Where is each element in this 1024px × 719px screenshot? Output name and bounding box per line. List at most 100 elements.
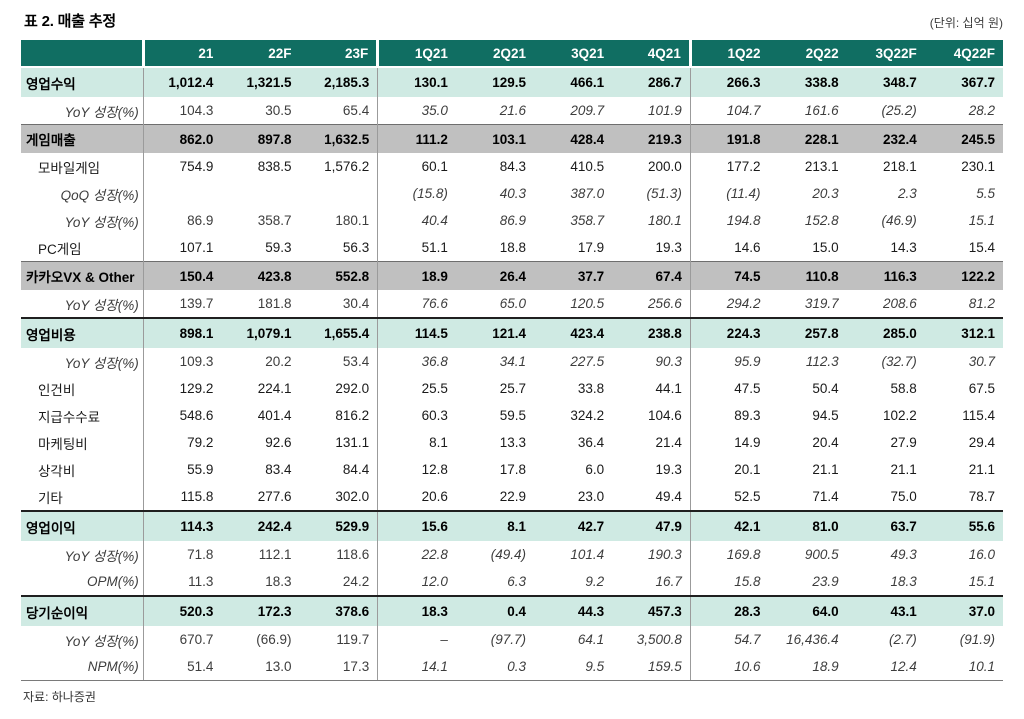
cell: 428.4	[534, 124, 613, 153]
cell: 81.2	[968, 296, 995, 311]
cell: 286.7	[612, 67, 691, 97]
cell: 466.1	[534, 67, 613, 97]
cell: 319.7	[804, 296, 839, 311]
row-label: 마케팅비	[38, 436, 88, 452]
cell: 21.4	[655, 435, 682, 450]
unit-label: (단위: 십억 원)	[929, 16, 1003, 30]
cell: 15.0	[812, 240, 839, 255]
cell: 12.0	[377, 568, 456, 596]
column-header: 3Q21	[534, 40, 613, 68]
cell: 18.3	[265, 574, 292, 589]
cell: 3,500.8	[636, 632, 682, 647]
cell: 54.7	[689, 626, 769, 653]
cell: 22.8	[377, 541, 456, 568]
cell: 24.2	[342, 574, 370, 589]
cell: 60.1	[377, 153, 456, 180]
cell: 5.5	[976, 186, 995, 201]
cell: 115.8	[142, 483, 222, 511]
cell: 16.7	[655, 574, 682, 589]
cell: 18.3	[890, 574, 917, 589]
column-header: 23F	[299, 40, 378, 68]
cell: 52.5	[689, 483, 769, 511]
cell: (2.7)	[889, 632, 917, 647]
cell: 150.4	[142, 261, 222, 290]
cell: 18.3	[377, 595, 456, 626]
cell: 23.0	[577, 489, 605, 504]
cell: 410.5	[570, 159, 605, 174]
row-label: 영업수익	[21, 67, 144, 97]
cell: 15.1	[968, 574, 995, 589]
source-label: 자료: 하나증권	[23, 690, 96, 704]
column-header: 1Q21	[376, 40, 456, 68]
cell: 367.7	[924, 67, 1003, 97]
table-row: 지급수수료 548.6 401.4 816.2 60.3 59.5 324.2 104.6 89…	[21, 402, 1003, 429]
cell: 552.8	[299, 261, 378, 290]
cell: 1,576.2	[324, 159, 370, 174]
cell: 0.4	[455, 595, 535, 626]
cell: 37.0	[924, 595, 1003, 626]
cell: 90.3	[655, 354, 682, 369]
cell: 423.8	[221, 261, 300, 290]
cell: 14.6	[689, 234, 769, 262]
cell: (11.4)	[689, 180, 769, 207]
row-label: NPM(%)	[21, 653, 144, 681]
cell: 19.3	[655, 462, 682, 477]
cell: 14.9	[689, 429, 769, 456]
cell: 23.9	[812, 574, 839, 589]
cell: 181.8	[257, 296, 292, 311]
cell: 152.8	[804, 213, 839, 228]
cell: 245.5	[924, 124, 1003, 153]
cell: 2.3	[898, 186, 917, 201]
cell: 21.1	[968, 462, 995, 477]
cell: 161.6	[804, 103, 839, 118]
cell: 378.6	[299, 595, 378, 626]
cell: 862.0	[142, 124, 222, 153]
cell: 116.3	[846, 261, 925, 290]
header-row: 21 22F 23F 1Q21 2Q21 3Q21 4Q21 1Q22 2Q22 3Q22F 4Q2…	[21, 40, 1003, 68]
cell: 285.0	[846, 317, 925, 348]
cell: 130.1	[377, 67, 456, 97]
table-row: 기타 115.8 277.6 302.0 20.6 22.9 23.0 49.4 52.5 71.…	[21, 483, 1003, 511]
cell: (32.7)	[881, 354, 917, 369]
row-label: 게임매출	[21, 124, 144, 153]
row-label: YoY 성장(%)	[64, 355, 139, 371]
table-row: 영업비용 898.1 1,079.1 1,655.4 114.5 121.4 423.4 23…	[21, 317, 1003, 348]
cell: 118.6	[336, 547, 370, 562]
table-row: YoY 성장(%) 71.8 112.1 118.6 22.8 (49.4) 101.4 19…	[21, 541, 1003, 568]
cell: 1,012.4	[142, 67, 222, 97]
cell: 37.7	[534, 261, 613, 290]
cell: 115.4	[962, 408, 995, 423]
cell: 112.1	[258, 547, 292, 562]
cell: 107.1	[142, 234, 222, 262]
cell: 401.4	[257, 408, 292, 423]
cell: 67.5	[968, 381, 995, 396]
cell: –	[377, 626, 456, 653]
cell: 21.1	[812, 462, 839, 477]
cell: 10.6	[689, 653, 769, 681]
cell: 816.2	[335, 408, 370, 423]
cell: 25.7	[499, 381, 527, 396]
cell: 900.5	[804, 547, 839, 562]
cell: 55.9	[142, 456, 222, 483]
corner-cell	[21, 40, 144, 68]
row-label: 영업비용	[21, 317, 144, 348]
cell: 16.0	[968, 547, 995, 562]
cell: 1,079.1	[221, 317, 300, 348]
cell: 119.7	[336, 632, 370, 647]
cell: (66.9)	[256, 632, 292, 647]
cell: (46.9)	[881, 213, 917, 228]
row-label: 인건비	[38, 382, 76, 398]
cell: 92.6	[265, 435, 292, 450]
cell: 194.8	[689, 207, 769, 234]
cell: 102.2	[883, 408, 917, 423]
table-row: 모바일게임 754.9 838.5 1,576.2 60.1 84.3 410.5 200.0…	[21, 153, 1003, 180]
cell: 21.6	[499, 103, 527, 118]
cell: 457.3	[612, 595, 691, 626]
cell: 18.8	[499, 240, 527, 255]
table-row: QoQ 성장(%) (15.8) 40.3 387.0 (51.3) (11.4) 20.3…	[21, 180, 1003, 207]
table-row: 게임매출 862.0 897.8 1,632.5 111.2 103.1 428.4 219.…	[21, 124, 1003, 153]
cell: 172.3	[221, 595, 300, 626]
cell: 15.1	[968, 213, 995, 228]
cell: 122.2	[924, 261, 1003, 290]
row-label: 모바일게임	[38, 160, 101, 176]
